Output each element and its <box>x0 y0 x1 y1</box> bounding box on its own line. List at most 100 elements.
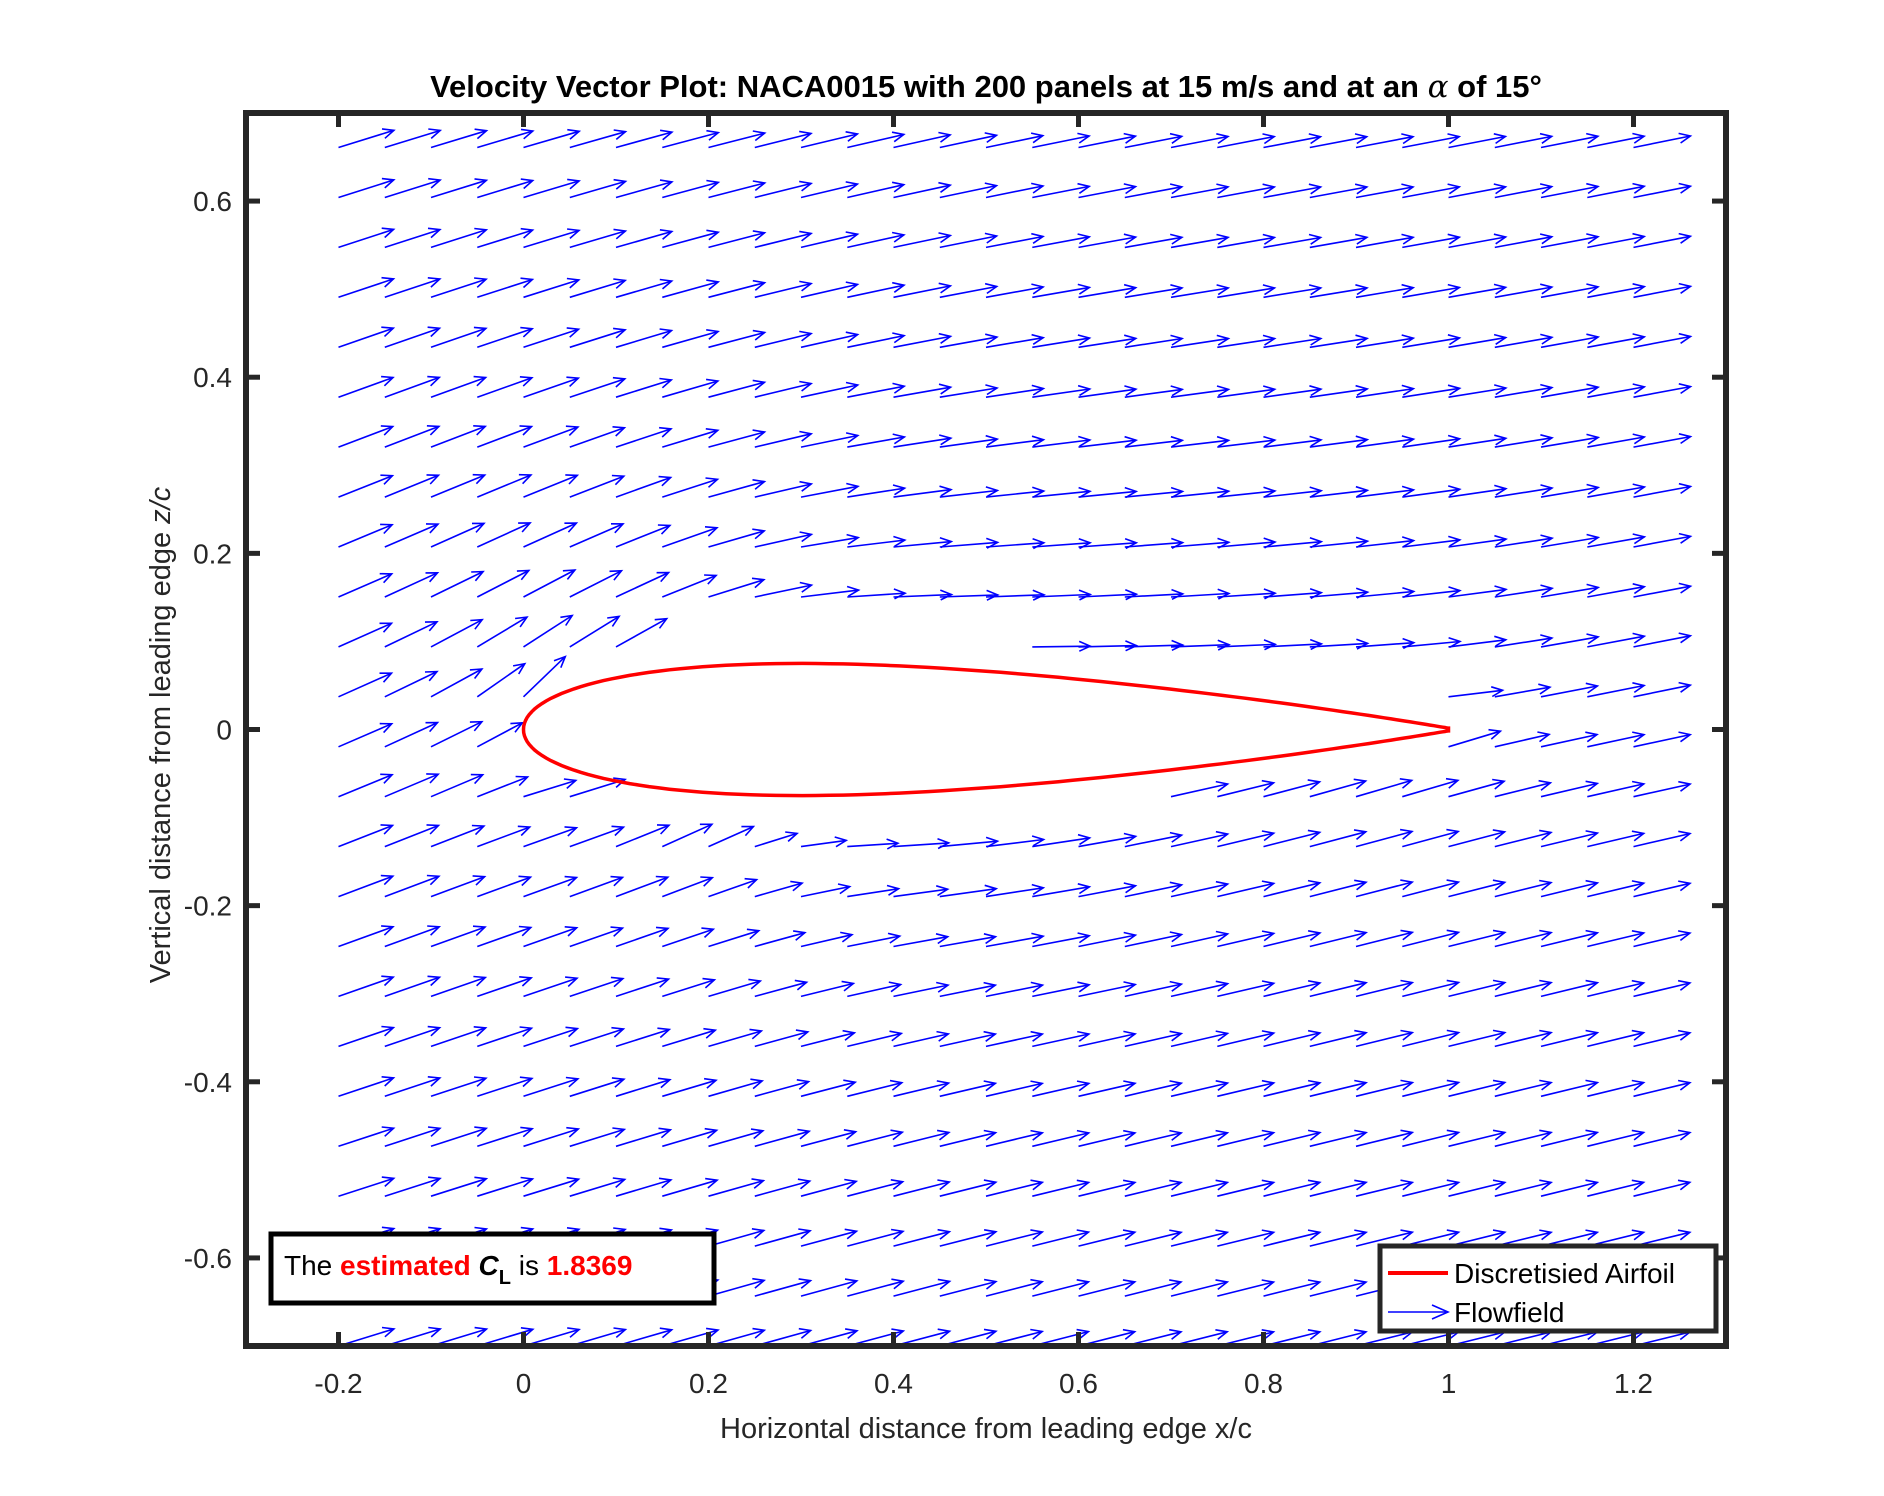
flow-vector <box>1355 1179 1415 1197</box>
legend-flowfield-label: Flowfield <box>1454 1297 1564 1328</box>
flow-vector <box>1448 728 1503 748</box>
flow-vector <box>662 1077 718 1098</box>
flow-vector <box>893 537 954 549</box>
flow-vector <box>569 228 628 249</box>
flow-vector <box>847 1179 905 1197</box>
flow-vector <box>754 1278 813 1297</box>
flow-vector <box>430 178 489 199</box>
flow-vector <box>615 426 673 448</box>
flow-vector <box>338 672 394 698</box>
flow-vector <box>939 1080 998 1098</box>
flow-vector <box>847 433 907 448</box>
flow-vector <box>1402 434 1462 448</box>
x-tick-label: -0.2 <box>314 1368 362 1399</box>
flow-vector <box>1309 183 1369 199</box>
flow-vector <box>569 1026 626 1048</box>
flow-vector <box>985 132 1045 149</box>
flow-vector <box>338 824 395 848</box>
flow-vector <box>477 1176 535 1197</box>
flow-vector <box>708 577 766 598</box>
flow-vector <box>1170 385 1231 398</box>
flow-vector <box>1633 979 1692 998</box>
flow-vector <box>1587 583 1647 598</box>
flow-vector <box>615 926 670 948</box>
flow-vector <box>430 875 487 898</box>
flow-vector <box>1032 283 1092 299</box>
flow-vector <box>1355 536 1416 548</box>
flow-vector <box>1078 1030 1138 1048</box>
flow-vector <box>1494 634 1554 648</box>
flow-vector <box>939 836 1000 848</box>
flow-vector <box>384 1076 442 1098</box>
flow-vector <box>1032 833 1092 848</box>
flow-vector <box>985 589 1046 601</box>
flow-vector <box>1633 532 1693 548</box>
flow-vector <box>1540 433 1601 448</box>
flow-vector <box>985 1229 1045 1247</box>
flow-vector <box>1309 435 1370 448</box>
flow-vector <box>800 331 860 349</box>
flow-vector <box>477 775 530 798</box>
flow-vector <box>430 1076 488 1098</box>
flow-vector <box>939 282 999 299</box>
flow-vector <box>1448 879 1507 898</box>
flow-vector <box>939 132 999 149</box>
flow-vector <box>1448 1129 1507 1148</box>
flow-vector <box>800 836 849 848</box>
flow-vector <box>569 825 626 848</box>
flow-vector <box>522 655 567 698</box>
flow-vector <box>1587 182 1647 199</box>
flow-vector <box>1494 779 1553 798</box>
flow-vector <box>893 589 954 601</box>
flow-vector <box>1448 384 1508 398</box>
flow-vector <box>1217 1129 1276 1148</box>
flow-vector <box>847 382 907 398</box>
flow-vector <box>893 1278 952 1297</box>
flow-vector <box>1217 385 1277 398</box>
flow-vector <box>1587 1029 1646 1048</box>
flow-vector <box>1448 1179 1507 1197</box>
axes-box <box>243 110 1729 1349</box>
flow-vector <box>384 670 439 698</box>
flow-vector <box>754 1128 812 1148</box>
flow-vector <box>569 875 625 898</box>
flow-vector <box>1587 383 1647 398</box>
flow-vector <box>800 1079 858 1098</box>
flow-vector <box>384 227 442 249</box>
cl-annotation-box <box>268 1231 717 1306</box>
flow-vector <box>893 282 953 299</box>
flow-vector <box>1448 1079 1507 1098</box>
flow-vector <box>1402 334 1462 349</box>
flow-vector <box>1170 830 1230 848</box>
flow-vector <box>708 978 763 998</box>
flow-vector <box>939 486 1000 498</box>
flow-vector <box>338 1126 396 1148</box>
flow-vector <box>384 177 442 199</box>
flow-vector <box>1540 780 1600 798</box>
flow-vector <box>338 227 396 249</box>
flow-vector <box>615 179 674 199</box>
flow-vector <box>569 1177 627 1197</box>
flow-vector <box>1263 980 1322 998</box>
flow-vector <box>615 475 673 498</box>
flow-vector <box>1124 385 1185 398</box>
flow-vector <box>384 1176 442 1197</box>
flow-vector <box>708 1228 766 1247</box>
flow-vector <box>1170 284 1231 299</box>
cl-value: 1.8369 <box>547 1250 633 1281</box>
flow-vector <box>1355 334 1416 349</box>
flow-vector <box>1170 1080 1230 1098</box>
flow-vector <box>384 571 440 598</box>
flow-vector <box>708 1178 766 1197</box>
flow-vector <box>1587 731 1646 748</box>
flow-vector <box>1355 1079 1415 1098</box>
flow-vector <box>1633 582 1693 598</box>
flow-vector <box>754 430 814 448</box>
flow-vector <box>523 569 577 598</box>
flow-vector <box>1402 384 1462 398</box>
flow-vector <box>1217 1030 1276 1048</box>
flow-vector <box>1124 334 1185 349</box>
flow-vector <box>1309 133 1369 149</box>
flow-vector <box>708 429 767 448</box>
flow-vector <box>1217 284 1277 299</box>
